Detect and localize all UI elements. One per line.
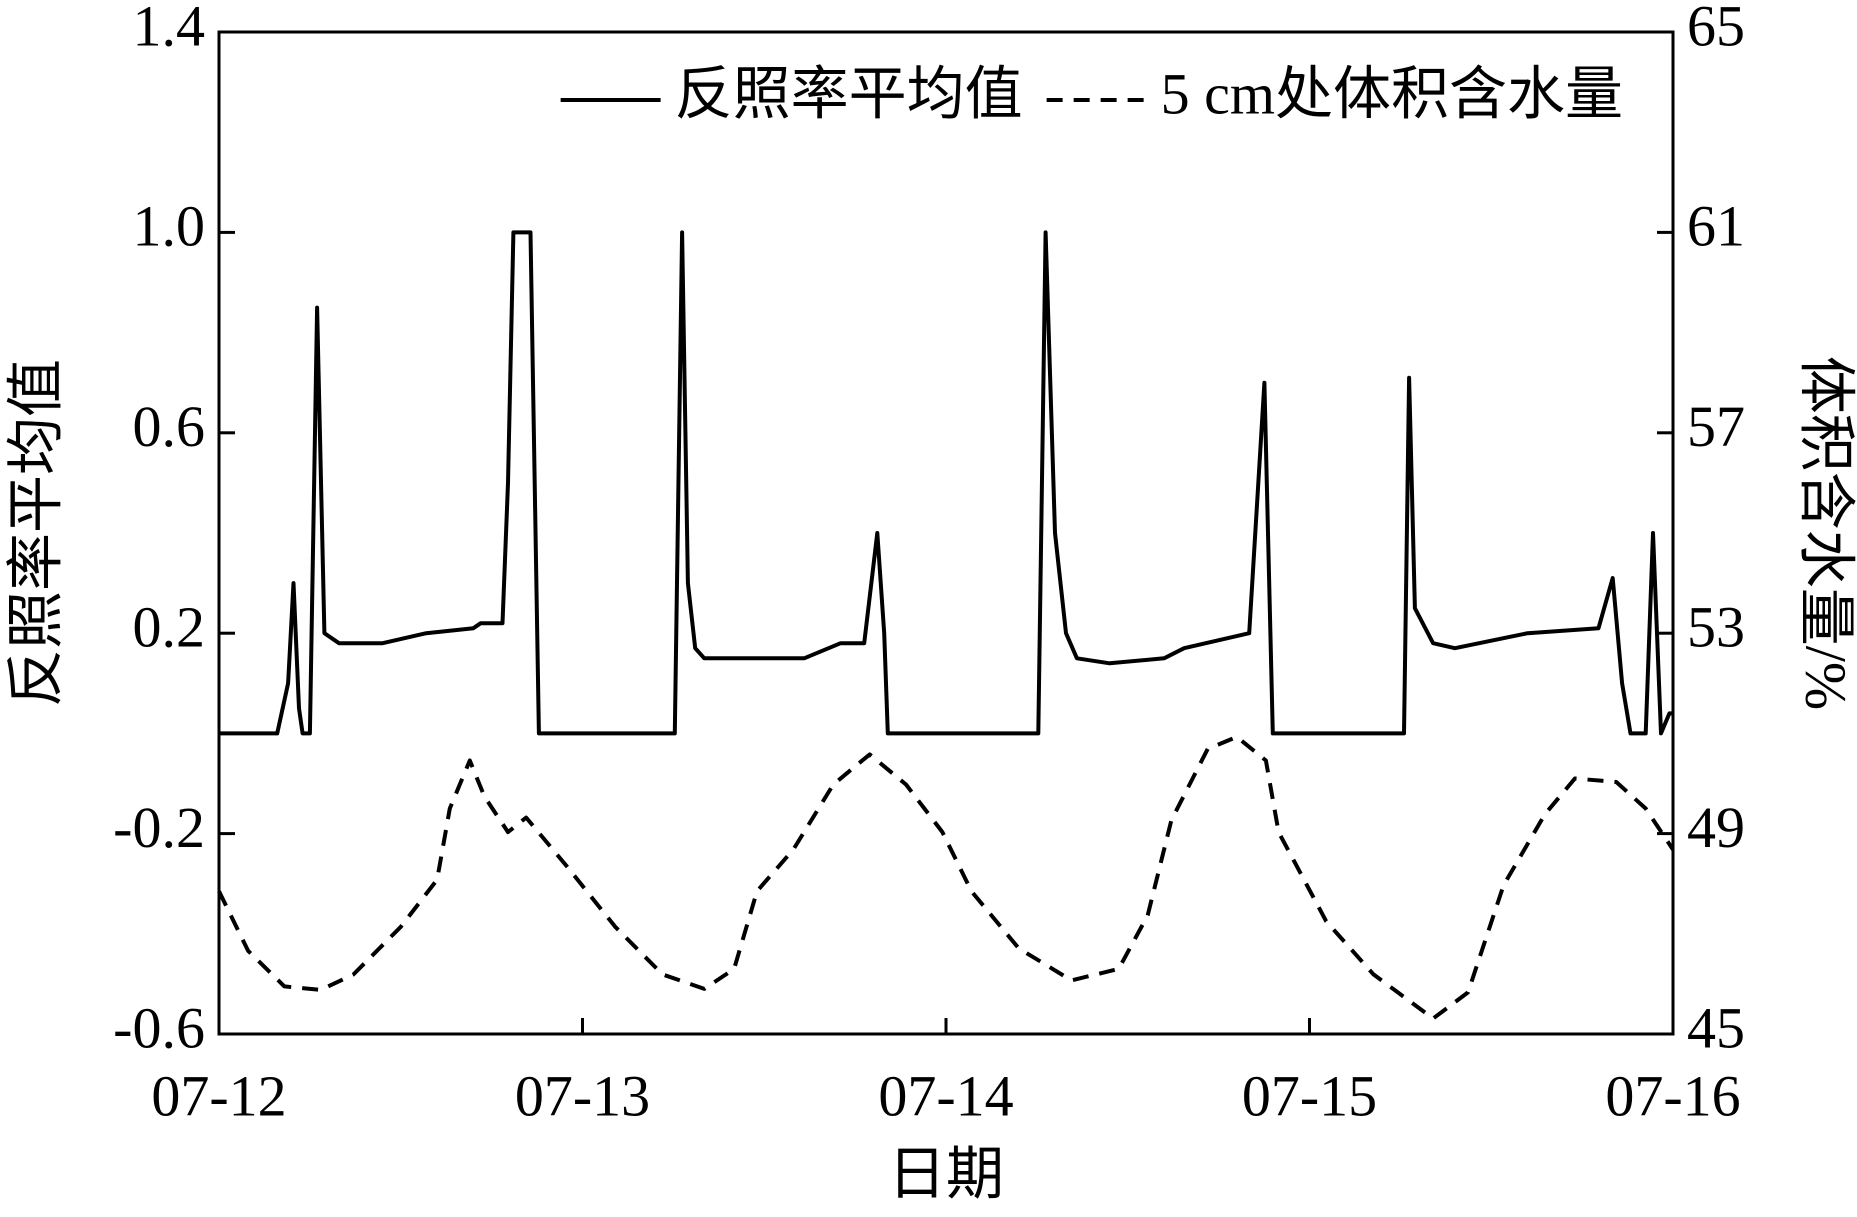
y2-tick-label: 53 bbox=[1687, 595, 1745, 660]
legend-label: 5 cm处体积含水量 bbox=[1161, 61, 1623, 126]
x-tick-label: 07-13 bbox=[515, 1063, 650, 1128]
y-tick-label: -0.2 bbox=[113, 795, 205, 860]
x-tick-label: 07-16 bbox=[1605, 1063, 1740, 1128]
plot-frame bbox=[217, 30, 1675, 1036]
y2-axis-label: 体积含水量/% bbox=[1794, 356, 1857, 710]
y-tick-label: -0.6 bbox=[113, 995, 205, 1060]
y-axis-label: 反照率平均值 bbox=[3, 359, 68, 707]
x-tick-label: 07-15 bbox=[1242, 1063, 1377, 1128]
data-line bbox=[217, 734, 1675, 1021]
y2-tick-label: 49 bbox=[1687, 795, 1745, 860]
x-tick-label: 07-12 bbox=[151, 1063, 286, 1128]
legend-label: 反照率平均值 bbox=[675, 61, 1023, 126]
y2-tick-label: 45 bbox=[1687, 995, 1745, 1060]
y-tick-label: 0.2 bbox=[133, 595, 206, 660]
x-tick-label: 07-14 bbox=[878, 1063, 1013, 1128]
y2-tick-label: 57 bbox=[1687, 394, 1745, 459]
x-axis-label: 日期 bbox=[888, 1141, 1004, 1206]
y2-tick-label: 65 bbox=[1687, 0, 1745, 58]
y-tick-label: 0.6 bbox=[133, 394, 206, 459]
y-tick-label: 1.0 bbox=[133, 194, 206, 259]
data-line bbox=[219, 230, 1673, 736]
y2-tick-label: 61 bbox=[1687, 194, 1745, 259]
y-tick-label: 1.4 bbox=[133, 0, 206, 58]
